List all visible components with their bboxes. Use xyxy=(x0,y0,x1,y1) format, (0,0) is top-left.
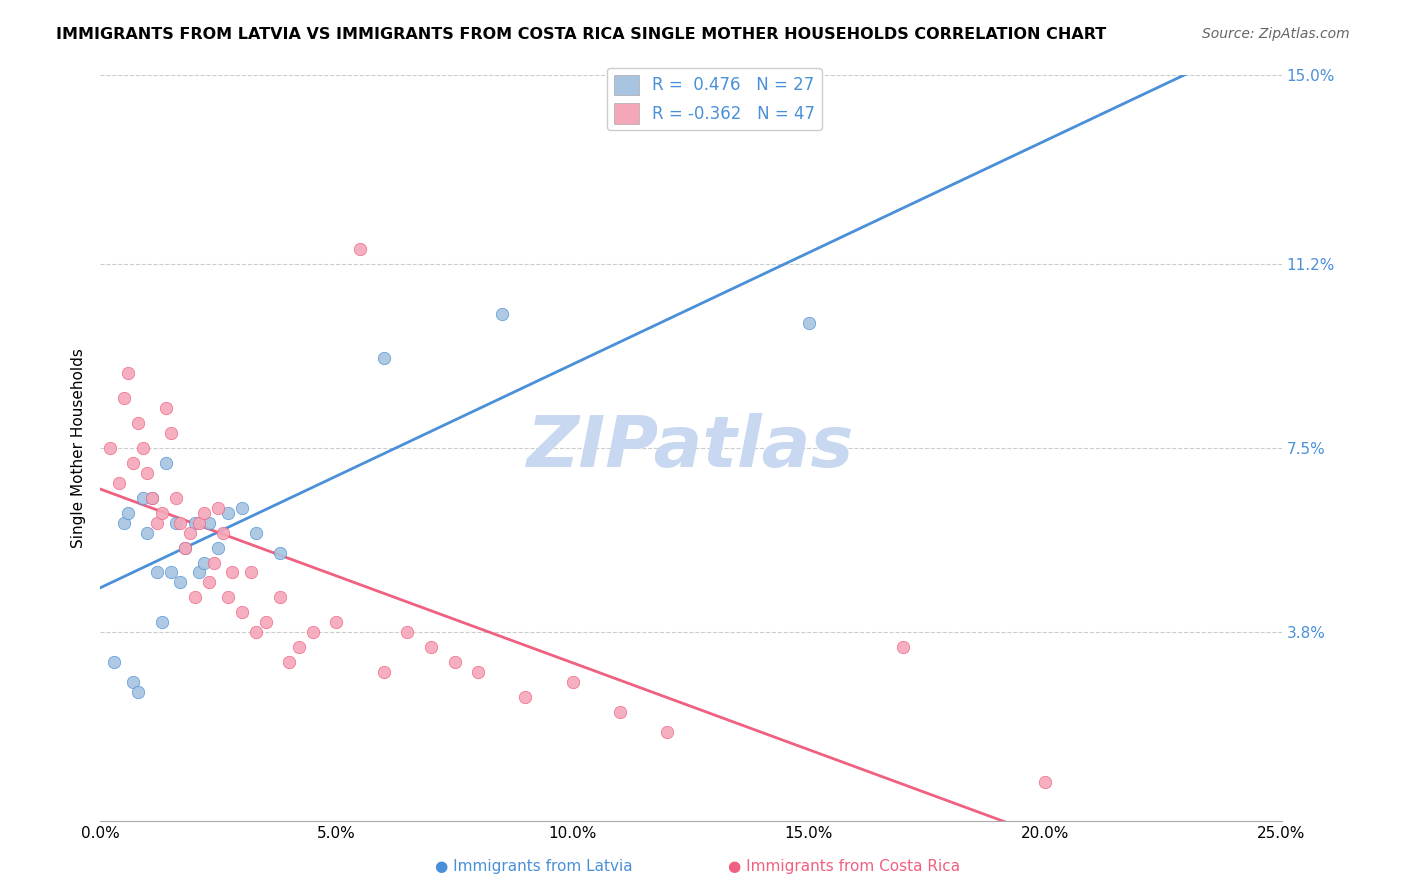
Y-axis label: Single Mother Households: Single Mother Households xyxy=(72,348,86,548)
Point xyxy=(188,516,211,530)
Point xyxy=(150,615,173,630)
Point xyxy=(108,475,131,490)
Point xyxy=(112,516,135,530)
Point xyxy=(169,575,191,590)
Point xyxy=(150,506,173,520)
Point xyxy=(160,425,183,440)
Text: IMMIGRANTS FROM LATVIA VS IMMIGRANTS FROM COSTA RICA SINGLE MOTHER HOUSEHOLDS CO: IMMIGRANTS FROM LATVIA VS IMMIGRANTS FRO… xyxy=(56,27,1107,42)
Text: ZIPatlas: ZIPatlas xyxy=(527,414,855,483)
Point xyxy=(155,456,177,470)
Point xyxy=(117,506,139,520)
Point xyxy=(127,685,149,699)
Point xyxy=(141,491,163,505)
Point xyxy=(131,491,153,505)
Point xyxy=(240,566,263,580)
Point xyxy=(561,675,583,690)
Point xyxy=(169,516,191,530)
Point xyxy=(127,416,149,430)
Point xyxy=(217,506,239,520)
Point xyxy=(325,615,347,630)
Point xyxy=(174,541,197,555)
Point xyxy=(103,655,125,669)
Point xyxy=(231,500,253,515)
Point xyxy=(269,591,291,605)
Legend: R =  0.476   N = 27, R = -0.362   N = 47: R = 0.476 N = 27, R = -0.362 N = 47 xyxy=(607,68,821,130)
Point xyxy=(349,242,371,256)
Point xyxy=(207,500,229,515)
Point xyxy=(202,556,225,570)
Point xyxy=(373,351,395,366)
Point xyxy=(112,391,135,405)
Point xyxy=(117,366,139,380)
Point xyxy=(122,675,145,690)
Point xyxy=(188,566,211,580)
Text: ● Immigrants from Costa Rica: ● Immigrants from Costa Rica xyxy=(727,859,960,874)
Point xyxy=(146,566,169,580)
Point xyxy=(183,516,205,530)
Point xyxy=(396,625,419,640)
Point xyxy=(419,640,441,655)
Text: ● Immigrants from Latvia: ● Immigrants from Latvia xyxy=(436,859,633,874)
Point xyxy=(221,566,243,580)
Point xyxy=(165,516,187,530)
Point xyxy=(373,665,395,679)
Point xyxy=(183,591,205,605)
Point xyxy=(467,665,489,679)
Point xyxy=(893,640,915,655)
Point xyxy=(198,575,221,590)
Point xyxy=(301,625,323,640)
Point xyxy=(278,655,301,669)
Point xyxy=(212,525,235,540)
Point xyxy=(179,525,201,540)
Point xyxy=(797,317,820,331)
Point xyxy=(136,466,159,480)
Point xyxy=(131,441,153,455)
Point xyxy=(245,525,267,540)
Point xyxy=(1033,774,1056,789)
Point xyxy=(136,525,159,540)
Point xyxy=(193,556,215,570)
Text: Source: ZipAtlas.com: Source: ZipAtlas.com xyxy=(1202,27,1350,41)
Point xyxy=(198,516,221,530)
Point xyxy=(217,591,239,605)
Point xyxy=(193,506,215,520)
Point xyxy=(231,605,253,619)
Point xyxy=(287,640,309,655)
Point xyxy=(155,401,177,416)
Point xyxy=(609,705,631,719)
Point xyxy=(269,545,291,559)
Point xyxy=(254,615,277,630)
Point xyxy=(174,541,197,555)
Point xyxy=(141,491,163,505)
Point xyxy=(122,456,145,470)
Point xyxy=(443,655,465,669)
Point xyxy=(98,441,121,455)
Point xyxy=(491,307,513,321)
Point xyxy=(657,724,679,739)
Point xyxy=(160,566,183,580)
Point xyxy=(207,541,229,555)
Point xyxy=(165,491,187,505)
Point xyxy=(515,690,537,704)
Point xyxy=(245,625,267,640)
Point xyxy=(146,516,169,530)
